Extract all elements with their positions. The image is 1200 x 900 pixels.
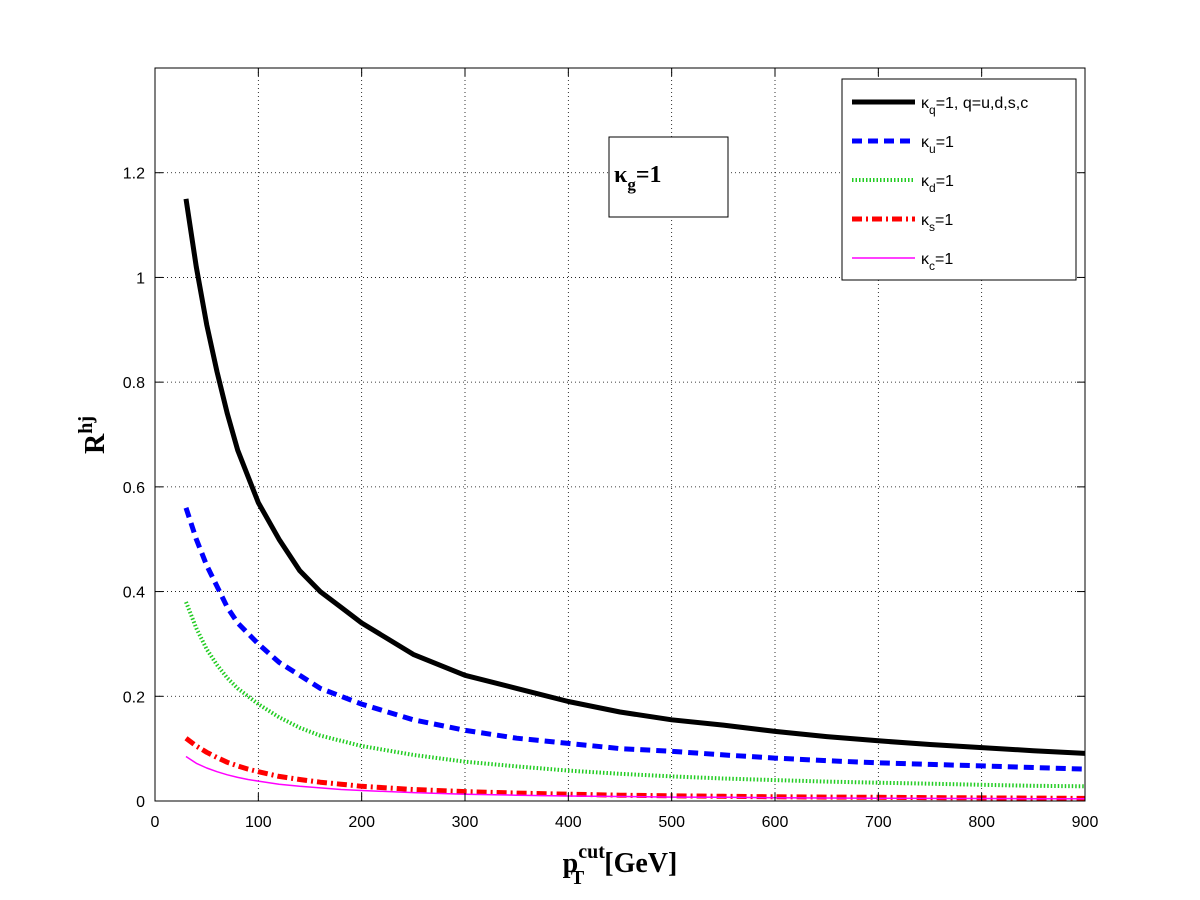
- x-tick-label: 900: [1072, 814, 1099, 831]
- y-tick-label: 0.2: [123, 689, 145, 706]
- legend-label-s: κs=1: [921, 212, 953, 234]
- x-tick-label: 800: [968, 814, 995, 831]
- series-line-s: [184, 736, 1086, 801]
- legend-label-u: κu=1: [921, 134, 954, 156]
- ticks: 0 100 200 300 400 500 600 700 800 900 0 0.2 0.4 0.6 0.…: [123, 68, 1099, 831]
- legend: κq=1, q=u,d,s,c κu=1 κd=1 κs=1 κc=1: [841, 78, 1077, 281]
- legend-label-c: κc=1: [921, 251, 953, 273]
- series-line-u: [183, 507, 1086, 772]
- legend-label-d: κd=1: [921, 173, 954, 195]
- y-tick-label: 0.6: [123, 480, 145, 497]
- series-lines: [183, 198, 1086, 801]
- annotation-box: κg=1: [608, 136, 729, 218]
- annotation-text: κg=1: [614, 162, 662, 194]
- series-line-c: [185, 755, 1086, 800]
- x-tick-label: 300: [452, 814, 479, 831]
- x-tick-label: 700: [865, 814, 892, 831]
- x-tick-label: 400: [555, 814, 582, 831]
- x-tick-label: 0: [151, 814, 160, 831]
- legend-label-q: κq=1, q=u,d,s,c: [921, 95, 1028, 117]
- y-tick-label: 0.8: [123, 375, 145, 392]
- y-axis-label: Rhj: [75, 416, 111, 454]
- y-tick-label: 0: [136, 794, 145, 811]
- y-tick-label: 1: [136, 270, 145, 287]
- series-line-q: [183, 198, 1086, 756]
- y-tick-label: 1.2: [123, 166, 145, 183]
- x-tick-label: 600: [762, 814, 789, 831]
- x-tick-label: 500: [658, 814, 685, 831]
- x-tick-label: 200: [348, 814, 375, 831]
- series-line-d: [184, 601, 1086, 789]
- axes-frame: [154, 67, 1086, 802]
- annotation-frame: [608, 136, 729, 218]
- x-axis-label: pcut T [GeV]: [563, 841, 678, 889]
- y-tick-label: 0.4: [123, 585, 145, 602]
- x-tick-label: 100: [245, 814, 272, 831]
